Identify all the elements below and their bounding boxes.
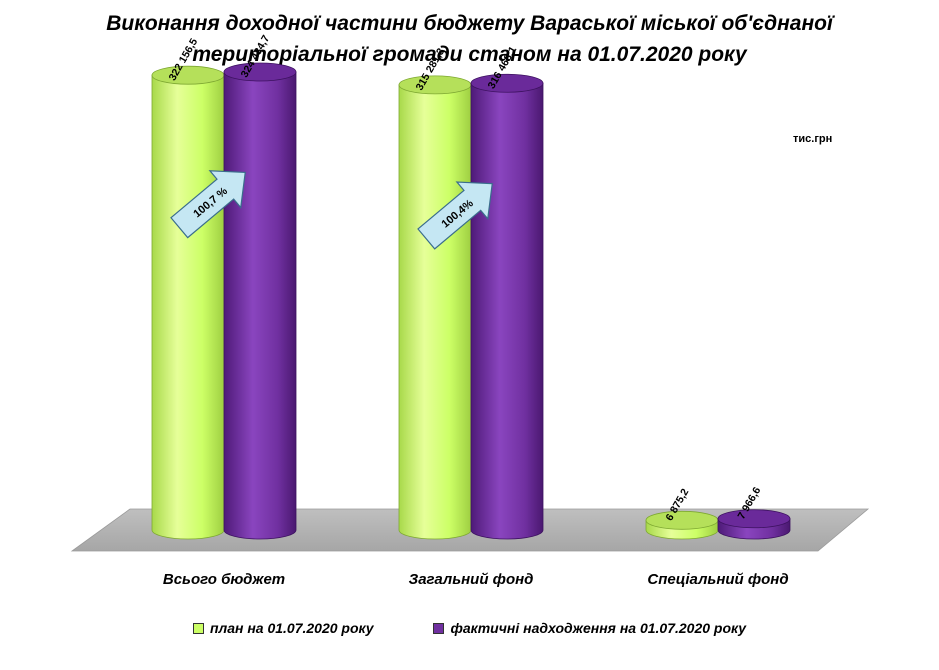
legend-label-actual: фактичні надходження на 01.07.2020 року [450,620,747,636]
bar-plan-0 [151,65,225,540]
chart-title-line-2: територіальної громади станом на 01.07.2… [192,43,747,66]
bar-actual-2 [717,509,791,540]
category-label-0: Всього бюджет [163,571,285,588]
bar-plan-2 [645,510,719,540]
bar-plan-1 [398,75,472,540]
percent-arrow-0: 100,7 % [170,170,246,239]
legend-item-actual: фактичні надходження на 01.07.2020 року [433,620,746,636]
category-label-2: Спеціальний фонд [647,571,788,588]
legend-label-plan: план на 01.07.2020 року [209,620,374,636]
chart-title: Виконання доходної частини бюджету Варас… [0,8,939,70]
bar-actual-1 [470,73,544,540]
chart-legend: план на 01.07.2020 року фактичні надходж… [0,620,939,637]
legend-item-plan: план на 01.07.2020 року [192,620,374,636]
bar-actual-0 [223,62,297,540]
legend-swatch-actual [433,622,445,634]
unit-label: тис.грн [793,133,833,145]
category-label-1: Загальний фонд [409,571,534,588]
legend-swatch-plan [192,622,204,634]
chart-title-line-1: Виконання доходної частини бюджету Варас… [106,12,833,35]
